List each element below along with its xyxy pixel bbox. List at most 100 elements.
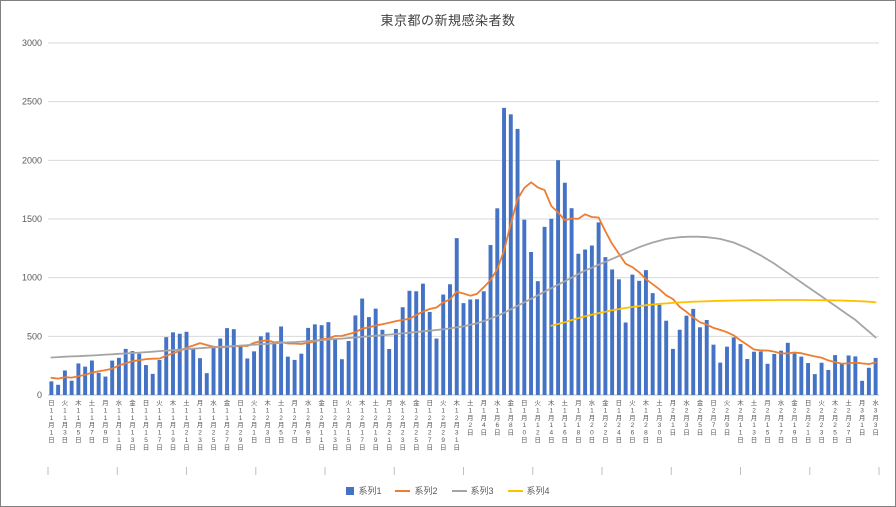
x-axis-label-char: 1 bbox=[320, 430, 324, 437]
x-axis-label-char: 月 bbox=[305, 421, 312, 429]
x-axis-label-char: 月 bbox=[251, 421, 258, 429]
x-axis-label-char: 日 bbox=[264, 436, 271, 444]
bar bbox=[306, 327, 311, 395]
bar bbox=[346, 341, 351, 395]
x-axis-label-char: 1 bbox=[171, 430, 175, 437]
x-axis-label-char: 1 bbox=[90, 415, 94, 422]
x-axis-label-char: 8 bbox=[644, 430, 648, 437]
x-axis-label-char: 2 bbox=[644, 422, 648, 429]
x-axis-label-char: 火 bbox=[251, 400, 258, 407]
bar bbox=[860, 380, 865, 395]
x-axis-label-char: 月 bbox=[318, 421, 325, 429]
bar bbox=[373, 308, 378, 395]
legend-label-series2: 系列2 bbox=[414, 486, 438, 496]
x-axis-label-char: 月 bbox=[440, 421, 447, 429]
x-axis-label-char: 水 bbox=[872, 398, 879, 407]
x-axis-label-char: 1 bbox=[252, 430, 256, 437]
bar bbox=[319, 325, 324, 395]
y-axis-label: 1000 bbox=[22, 273, 42, 283]
bar bbox=[684, 315, 689, 395]
bar bbox=[657, 304, 662, 395]
bar bbox=[366, 317, 371, 395]
legend-label-series1: 系列1 bbox=[358, 486, 382, 496]
x-axis-label-char: 1 bbox=[387, 437, 391, 444]
x-axis-label-char: 月 bbox=[791, 414, 798, 422]
x-axis-label-char: 2 bbox=[387, 430, 391, 437]
y-axis-label: 3000 bbox=[22, 38, 42, 48]
x-axis-label-char: 1 bbox=[387, 407, 391, 414]
x-axis-label-char: 月 bbox=[278, 421, 285, 429]
x-axis-label-char: 4 bbox=[549, 430, 553, 437]
x-axis-label-char: 8 bbox=[577, 430, 581, 437]
bar bbox=[339, 359, 344, 395]
x-axis-label-char: 月 bbox=[710, 414, 717, 422]
bar bbox=[637, 280, 642, 395]
x-axis-label-char: 日 bbox=[737, 436, 744, 444]
bar bbox=[238, 345, 243, 395]
x-axis-label-char: 2 bbox=[252, 415, 256, 422]
x-axis-label-char: 8 bbox=[509, 422, 513, 429]
x-axis-label-char: 水 bbox=[116, 398, 123, 407]
x-axis-label-char: 月 bbox=[859, 414, 866, 422]
x-axis-label-char: 2 bbox=[468, 422, 472, 429]
x-axis-label-char: 2 bbox=[293, 415, 297, 422]
x-axis-label-char: 火 bbox=[818, 400, 825, 407]
x-axis-label-char: 月 bbox=[751, 414, 758, 422]
bar bbox=[535, 281, 540, 395]
x-axis-label-char: 1 bbox=[739, 422, 743, 429]
bar bbox=[515, 128, 520, 395]
x-axis-label-char: 3 bbox=[874, 407, 878, 414]
x-axis-label-char: 7 bbox=[779, 430, 783, 437]
x-axis-label-char: 日 bbox=[589, 436, 596, 444]
x-axis-label-char: 2 bbox=[820, 422, 824, 429]
x-axis-label-char: 7 bbox=[712, 422, 716, 429]
bar bbox=[812, 374, 817, 395]
bar bbox=[846, 355, 851, 395]
x-axis-label-char: 1 bbox=[50, 430, 54, 437]
x-axis-label-char: 3 bbox=[333, 437, 337, 444]
x-axis-label-char: 水 bbox=[399, 398, 406, 407]
x-axis-label-char: 月 bbox=[562, 414, 569, 422]
x-axis-label-char: 5 bbox=[833, 430, 837, 437]
x-axis-label-char: 月 bbox=[575, 399, 582, 407]
bar bbox=[164, 337, 169, 395]
bar bbox=[806, 363, 811, 395]
bar bbox=[691, 308, 696, 395]
x-axis-label-char: 木 bbox=[453, 398, 460, 407]
bar bbox=[725, 346, 729, 395]
x-axis-label-char: 月 bbox=[237, 421, 244, 429]
x-axis-label-char: 1 bbox=[482, 407, 486, 414]
line-series-4 bbox=[550, 299, 877, 327]
x-axis-label-char: 7 bbox=[158, 437, 162, 444]
x-axis-label-char: 3 bbox=[455, 430, 459, 437]
x-axis-label-char: 0 bbox=[590, 430, 594, 437]
x-axis-label-char: 1 bbox=[171, 415, 175, 422]
x-axis-label-char: 金 bbox=[318, 398, 325, 407]
x-axis-label-char: 1 bbox=[239, 415, 243, 422]
line-series-2 bbox=[50, 181, 877, 380]
x-axis-label-char: 1 bbox=[360, 430, 364, 437]
bar bbox=[853, 356, 858, 395]
x-axis-label-char: 3 bbox=[131, 437, 135, 444]
x-axis-label-char: 土 bbox=[372, 398, 379, 407]
x-axis-label-char: 日 bbox=[156, 443, 163, 451]
x-axis-label-char: 日 bbox=[183, 443, 190, 451]
x-axis-label-char: 1 bbox=[144, 430, 148, 437]
x-axis-label-char: 日 bbox=[467, 429, 474, 437]
x-axis-label-char: 7 bbox=[428, 437, 432, 444]
x-axis-label-char: 日 bbox=[440, 443, 447, 451]
x-axis-label-char: 日 bbox=[670, 429, 677, 437]
x-axis-label-char: 1 bbox=[225, 407, 229, 414]
x-axis-label-char: 1 bbox=[158, 430, 162, 437]
x-axis-label-char: 日 bbox=[845, 436, 852, 444]
x-axis-label-char: 9 bbox=[306, 430, 310, 437]
bar bbox=[56, 384, 61, 395]
x-axis-label-char: 月 bbox=[102, 421, 109, 429]
x-axis-label-char: 日 bbox=[791, 436, 798, 444]
bar bbox=[819, 362, 824, 395]
x-axis-label-char: 月 bbox=[75, 421, 82, 429]
x-axis-label-char: 1 bbox=[117, 407, 121, 414]
x-axis-label-char: 金 bbox=[224, 398, 231, 407]
x-axis-label-char: 金 bbox=[791, 398, 798, 407]
